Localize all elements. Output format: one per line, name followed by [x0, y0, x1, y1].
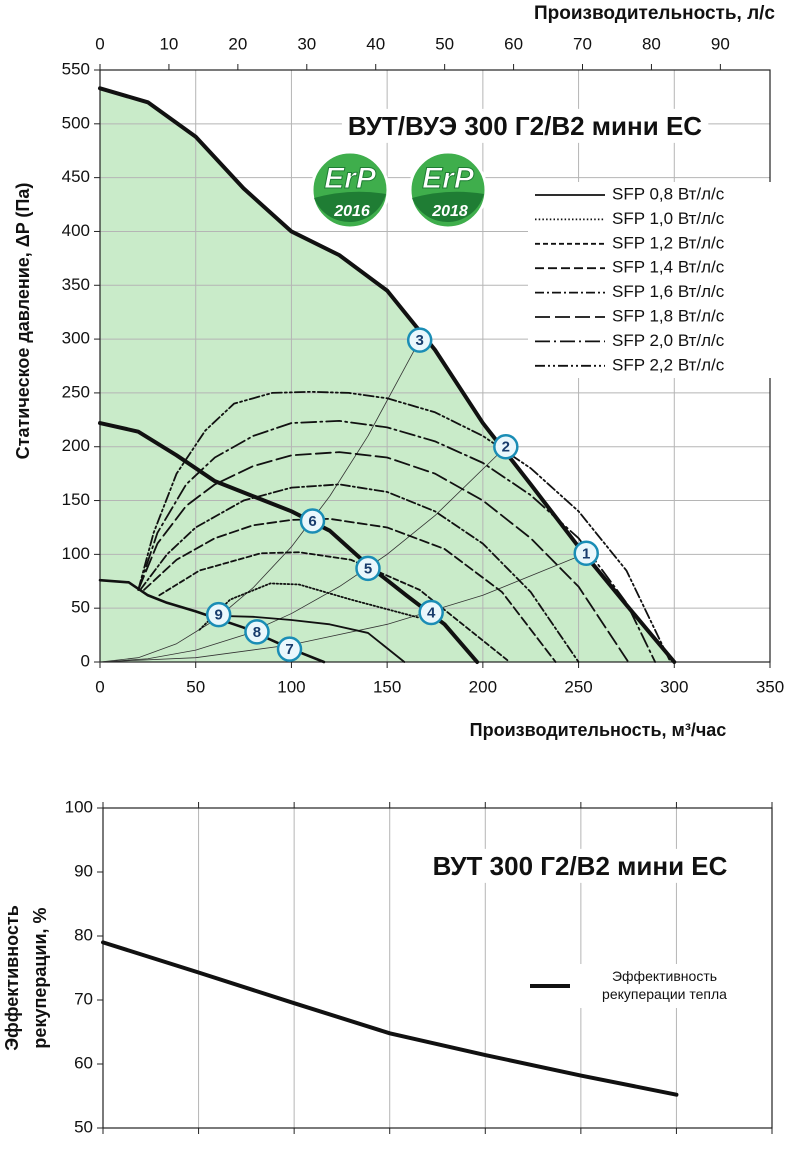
series-line	[101, 940, 679, 1097]
legend-label: SFP 1,2 Вт/л/с	[612, 233, 725, 252]
operating-point	[573, 540, 599, 567]
series-line	[158, 551, 511, 663]
y-tick-label: 400	[62, 221, 90, 240]
operating-point-label: 8	[253, 624, 261, 641]
badge-year: 2018	[431, 203, 468, 220]
badge-band	[412, 191, 484, 223]
series-line	[137, 451, 630, 663]
y-tick-label: 350	[62, 275, 90, 294]
operating-point	[276, 636, 303, 662]
series-line	[213, 614, 406, 663]
legend-label: SFP 0,8 Вт/л/с	[612, 184, 725, 203]
y-tick-label: 150	[62, 490, 90, 509]
badge-band	[314, 191, 386, 223]
series-line	[99, 339, 421, 663]
y-axis-title: рекуперации, %	[30, 907, 50, 1048]
x2-tick-label: 20	[228, 34, 247, 53]
x2-tick-label: 70	[573, 34, 592, 53]
x-tick-label: 100	[277, 677, 305, 696]
y-axis-title: Эффективность	[2, 905, 22, 1051]
title-background	[426, 848, 734, 883]
x2-tick-label: 40	[366, 34, 385, 53]
badge-label: ErP	[324, 162, 377, 195]
y-tick-label: 200	[62, 436, 90, 455]
operating-point-label: 5	[364, 560, 372, 577]
series-line	[99, 446, 507, 663]
series-line	[99, 552, 587, 663]
series-line	[198, 582, 421, 631]
y-tick-label: 300	[62, 329, 90, 348]
y-tick-label: 80	[74, 925, 93, 944]
x2-tick-label: 60	[504, 34, 523, 53]
operating-point	[418, 599, 444, 626]
chart-title: ВУТ/ВУЭ 300 Г2/В2 мини ЕС	[348, 111, 702, 141]
legend-label: SFP 2,2 Вт/л/с	[612, 355, 725, 374]
series-line	[98, 421, 480, 664]
y-tick-label: 550	[62, 59, 90, 78]
y-tick-label: 50	[71, 598, 90, 617]
legend-label: SFP 1,0 Вт/л/с	[612, 209, 725, 228]
x-tick-label: 150	[373, 677, 401, 696]
legend-label: SFP 1,8 Вт/л/с	[612, 306, 725, 325]
y-tick-label: 60	[74, 1053, 93, 1072]
y-axis-title: Статическое давление, ΔP (Па)	[13, 183, 33, 460]
legend-label: SFP 1,4 Вт/л/с	[612, 258, 725, 277]
x2-axis-title: Производительность, л/с	[534, 3, 775, 24]
operating-point	[299, 508, 326, 534]
x-tick-label: 200	[469, 677, 497, 696]
y-tick-label: 250	[62, 382, 90, 401]
operating-point	[355, 555, 381, 582]
y-tick-label: 70	[74, 989, 93, 1008]
y-tick-label: 450	[62, 167, 90, 186]
x-tick-label: 250	[564, 677, 592, 696]
x2-tick-label: 30	[297, 34, 316, 53]
legend-label: SFP 2,0 Вт/л/с	[612, 331, 725, 350]
y-tick-label: 100	[62, 544, 90, 563]
operating-point	[244, 619, 270, 645]
x-tick-label: 0	[95, 677, 104, 696]
series-line	[139, 483, 580, 663]
legend-label: SFP 1,6 Вт/л/с	[612, 282, 725, 301]
title-background	[341, 108, 709, 143]
y-tick-label: 50	[74, 1117, 93, 1136]
y-tick-label: 90	[74, 861, 93, 880]
x2-tick-label: 90	[711, 34, 730, 53]
x-tick-label: 50	[186, 677, 205, 696]
operating-point	[493, 433, 519, 460]
x-tick-label: 300	[660, 677, 688, 696]
operating-point-label: 1	[582, 545, 590, 562]
legend-label: Эффективность рекуперации тепла	[602, 968, 727, 1002]
chart-title: ВУТ 300 Г2/В2 мини ЕС	[433, 851, 728, 881]
operating-point-label: 3	[416, 332, 424, 349]
operating-point-label: 2	[502, 439, 510, 456]
x2-tick-label: 50	[435, 34, 454, 53]
y-tick-label: 100	[65, 797, 93, 816]
x2-tick-label: 0	[95, 34, 104, 53]
operating-point	[406, 327, 433, 353]
operating-point-label: 9	[215, 607, 223, 624]
x2-tick-label: 80	[642, 34, 661, 53]
legend-box	[528, 182, 772, 378]
x-axis-title: Производительность, м³/час	[470, 720, 727, 740]
y-tick-label: 500	[62, 113, 90, 132]
operating-point-label: 6	[308, 513, 316, 530]
series-line	[137, 419, 657, 663]
x2-tick-label: 10	[159, 34, 178, 53]
y-tick-label: 0	[81, 651, 90, 670]
badge-year: 2016	[333, 203, 370, 220]
x-tick-label: 350	[756, 677, 784, 696]
badge-label: ErP	[422, 162, 475, 195]
operating-point-label: 7	[285, 641, 293, 658]
series-line	[137, 390, 672, 663]
operating-point-label: 4	[427, 604, 436, 621]
operating-point	[205, 601, 232, 628]
plot-frame	[102, 807, 773, 1129]
